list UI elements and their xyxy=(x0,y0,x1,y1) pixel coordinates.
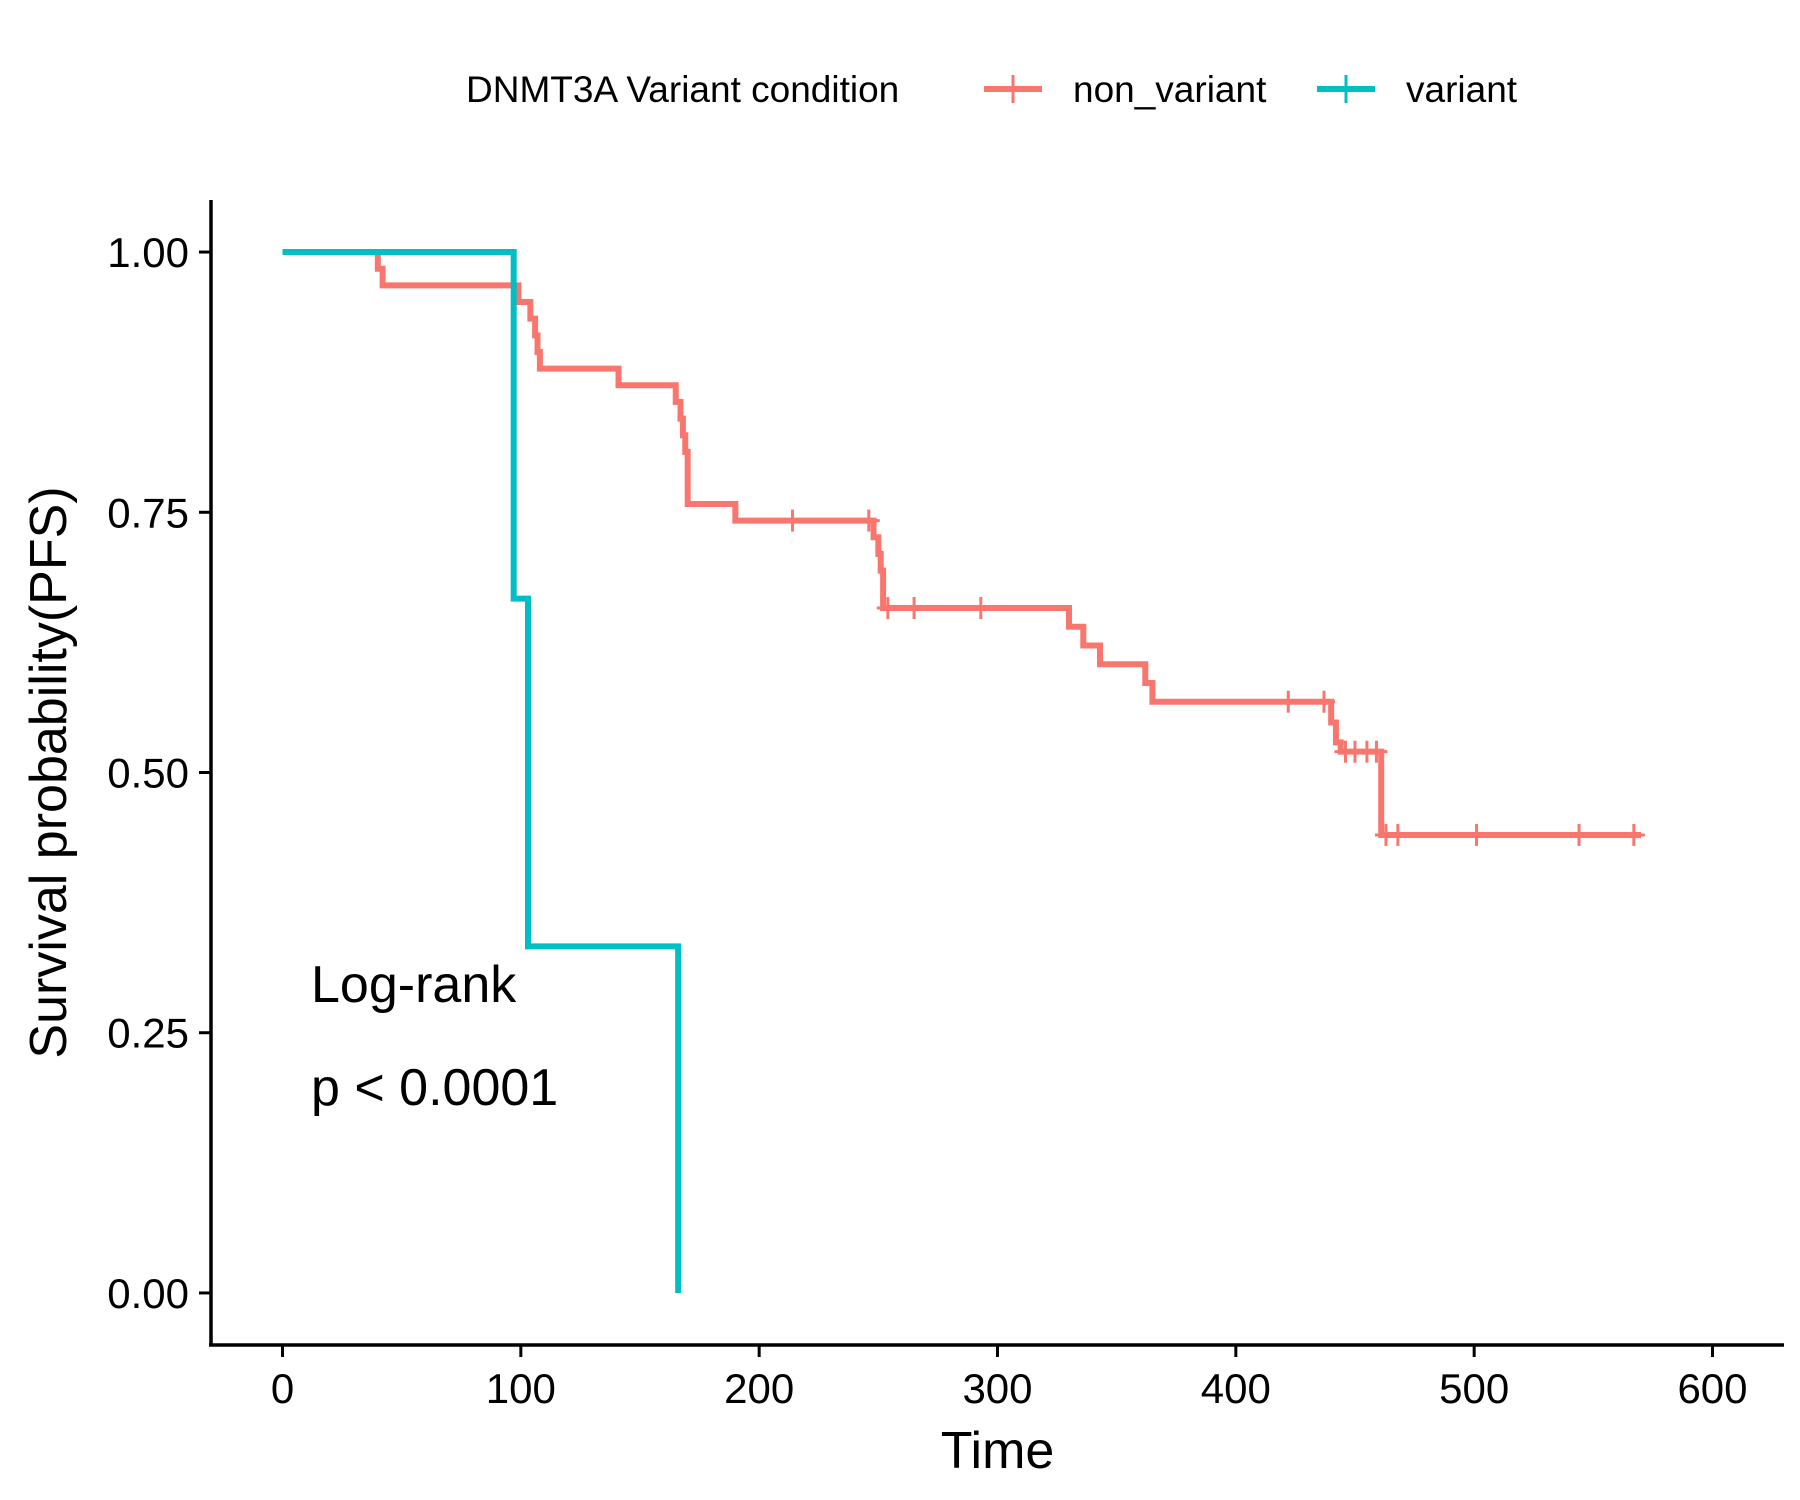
series-line-non_variant xyxy=(282,249,1641,838)
x-tick-label: 400 xyxy=(1201,1365,1271,1412)
x-tick-label: 200 xyxy=(724,1365,794,1412)
y-tick-label: 1.00 xyxy=(107,229,189,276)
p-value-label: p < 0.0001 xyxy=(311,1059,558,1117)
y-tick-label: 0.75 xyxy=(107,489,189,536)
x-tick-label: 300 xyxy=(962,1365,1032,1412)
legend: DNMT3A Variant condition non_variant varia… xyxy=(466,69,1518,110)
annotations: Log-rank p < 0.0001 xyxy=(311,956,558,1117)
y-tick-label: 0.00 xyxy=(107,1270,189,1317)
series-line-variant xyxy=(282,249,682,1293)
x-tick-label: 600 xyxy=(1677,1365,1747,1412)
legend-label-non_variant: non_variant xyxy=(1073,69,1267,110)
y-axis-title: Survival probability(PFS) xyxy=(20,486,78,1058)
plot-area xyxy=(282,249,1645,1293)
axes: 0 100 200 300 400 500 600 0.00 0.25 0.50 0.75 1.00 T… xyxy=(20,200,1784,1480)
x-tick-label: 500 xyxy=(1439,1365,1509,1412)
y-tick-label: 0.25 xyxy=(107,1010,189,1057)
legend-title: DNMT3A Variant condition xyxy=(466,69,899,110)
x-axis-title: Time xyxy=(941,1422,1055,1480)
logrank-label: Log-rank xyxy=(311,956,517,1014)
x-tick-label: 100 xyxy=(486,1365,556,1412)
y-tick-label: 0.50 xyxy=(107,750,189,797)
x-tick-label: 0 xyxy=(271,1365,294,1412)
legend-label-variant: variant xyxy=(1406,69,1518,110)
